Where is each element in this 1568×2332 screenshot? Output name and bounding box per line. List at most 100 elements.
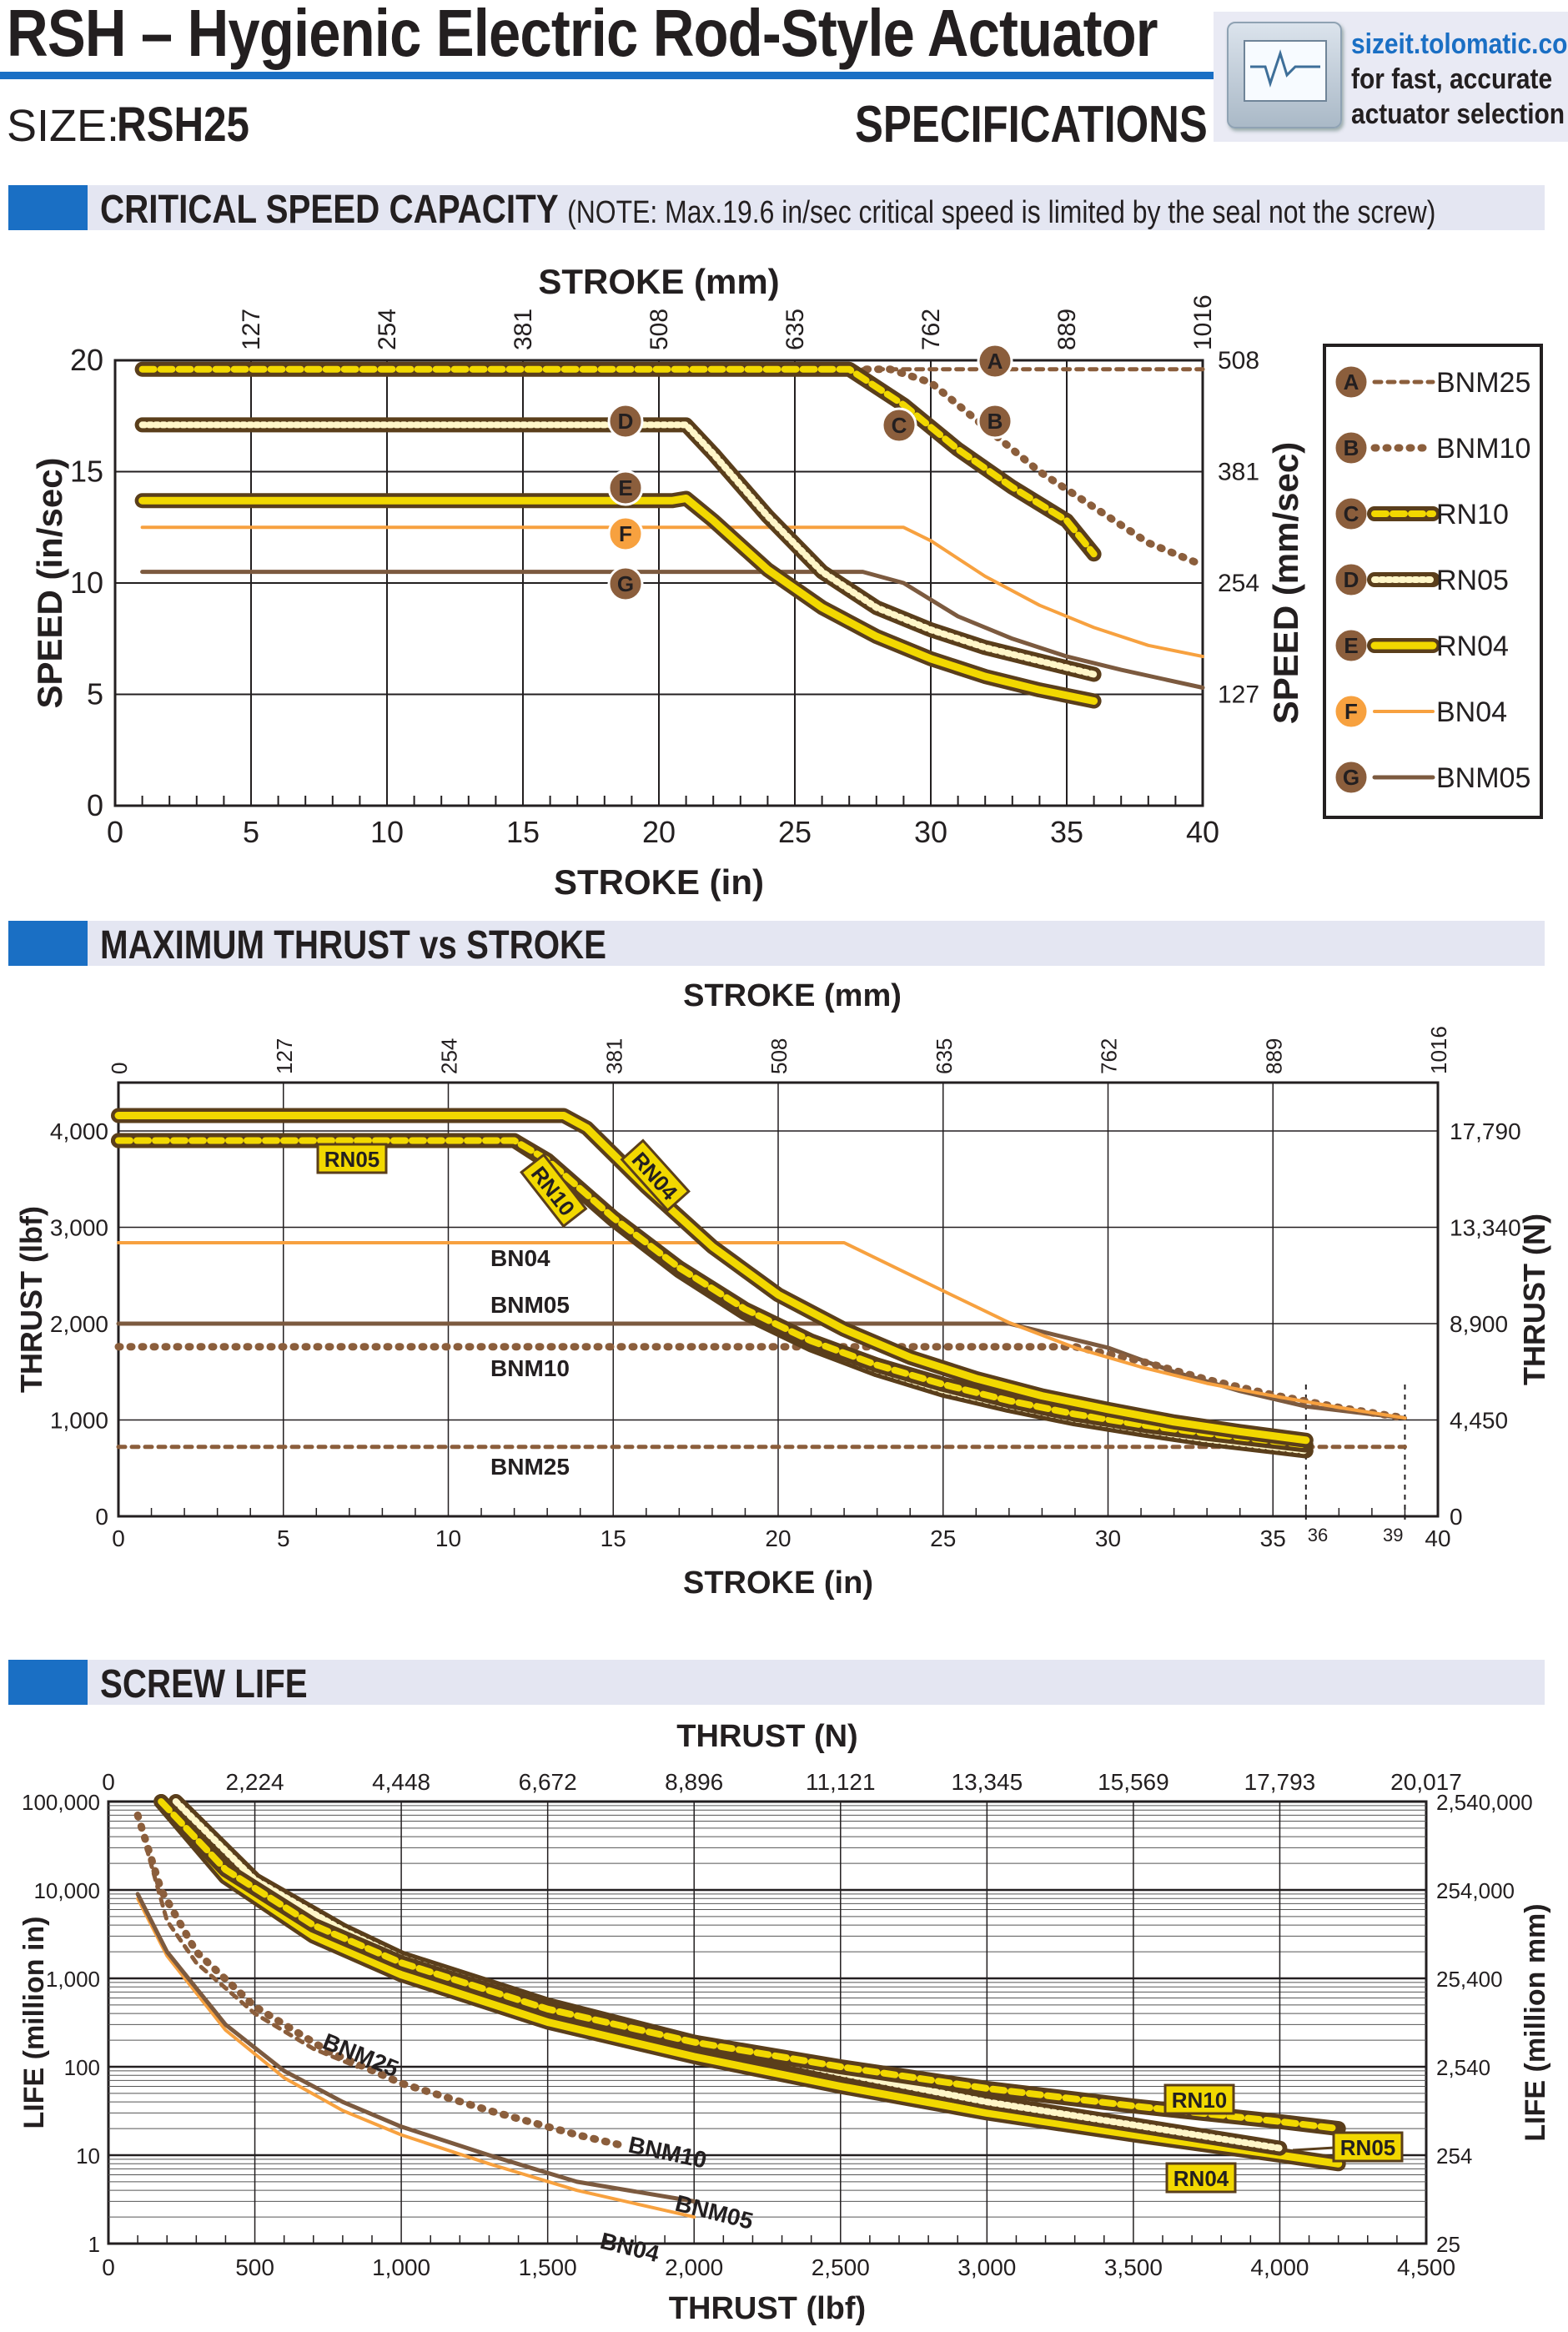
y2-tick-label: 127 [1218,681,1259,709]
y2-tick-label: 8,900 [1450,1311,1508,1337]
series-badge [977,403,1013,440]
title-rule [0,72,1214,79]
x2-tick-label: 889 [1053,309,1081,350]
y-tick-label: 3,000 [50,1215,108,1241]
series-badge-letter: A [1344,369,1359,395]
y2-axis-label: SPEED (mm/sec) [1266,442,1305,724]
x-tick-label: 4,000 [1250,2254,1309,2280]
x-tick-label: 1,000 [372,2254,430,2280]
y-tick-label: 100 [64,2055,100,2080]
x-tick-label: 0 [107,815,123,849]
x-tick-label: 5 [277,1525,290,1551]
y2-tick-label: 254 [1218,570,1259,597]
section-marker [8,1660,88,1705]
critical-speed-chart: 0 5 10 15 20 25 30 35 40 0 5 10 15 20 127 254 381 508 635 7… [30,262,1543,902]
series-badge-letter: B [1344,435,1359,460]
series-label: BNM10 [490,1355,570,1381]
series-badge-letter: E [618,475,632,500]
y-tick-label: 5 [87,677,103,711]
x2-tick-label: 4,448 [372,1769,430,1795]
x-axis-label: THRUST (lbf) [669,2291,866,2326]
series-badge-letter: G [617,571,634,596]
rn05-leader [1292,2146,1335,2152]
stroke-limit-label: 39 [1383,1525,1403,1545]
x2-tick-label: 11,121 [806,1769,876,1795]
x-tick-label: 3,500 [1104,2254,1163,2280]
section-critical-speed: CRITICAL SPEED CAPACITY (NOTE: Max.19.6 … [8,185,1545,232]
y-tick-label: 0 [87,788,103,822]
series-badge [881,407,917,444]
series-badge-letter: B [988,409,1003,434]
series-tag-label: RN04 [1173,2166,1229,2191]
x2-axis-label: STROKE (mm) [538,262,779,301]
series-badge-letter: F [1344,699,1358,724]
sizing-promo[interactable]: sizeit.tolomatic.com for fast, accurate … [1214,12,1568,142]
legend-label: RN04 [1436,631,1509,662]
series-tag-box [520,1153,588,1229]
section-title: SCREW LIFE [100,1662,308,1706]
x2-tick-label: 13,345 [952,1769,1023,1795]
page-title: RSH – Hygienic Electric Rod-Style Actuat… [7,0,1158,70]
series-badge [607,470,644,506]
series-badge [1333,430,1369,466]
x2-tick-label: 381 [601,1038,626,1074]
x2-tick-label: 0 [102,1769,115,1795]
series-tag: RN05 [316,1143,388,1174]
x2-tick-label: 2,224 [226,1769,284,1795]
series-badge-letter: A [988,349,1003,374]
specifications-label: SPECIFICATIONS [855,96,1208,153]
series-label: BNM05 [490,1292,570,1318]
x2-tick-label: 8,896 [665,1769,723,1795]
series-badge [1333,364,1369,400]
x2-tick-label: 508 [646,309,673,350]
promo-line-1: for fast, accurate [1351,63,1553,95]
y2-tick-label: 0 [1450,1504,1463,1530]
x2-tick-label: 15,569 [1098,1769,1169,1795]
y-tick-label: 1,000 [50,1408,108,1434]
stroke-limit-label: 36 [1308,1525,1328,1545]
series-line-bn04 [136,1897,696,2219]
x-tick-label: 20 [642,815,676,849]
x-tick-label: 15 [506,815,540,849]
series-line-bnm25 [144,1845,359,2069]
x2-tick-label: 762 [1097,1038,1122,1074]
x-tick-label: 35 [1050,815,1083,849]
series-line-bnm05 [140,570,1205,690]
section-marker [8,921,88,966]
promo-url-link[interactable]: sizeit.tolomatic.com [1351,28,1568,60]
section-note: (NOTE: Max.19.6 in/sec critical speed is… [567,195,1436,230]
x2-axis-label: STROKE (mm) [683,978,902,1013]
series-line-bn04 [140,525,1204,659]
x2-axis-label: THRUST (N) [676,1719,857,1754]
section-max-thrust: MAXIMUM THRUST vs STROKE [8,921,1545,967]
x2-tick-label: 508 [766,1038,792,1074]
series-tag: RN04 [1165,2162,1237,2194]
legend-label: RN10 [1436,499,1509,530]
x2-tick-label: 381 [510,309,537,350]
x-tick-label: 2,500 [812,2254,870,2280]
x-tick-label: 3,000 [957,2254,1016,2280]
size-label: SIZE: [7,101,120,151]
series-badge-letter: D [1344,567,1359,592]
y-tick-label: 10 [76,2144,100,2169]
series-label: BN04 [490,1245,550,1271]
series-line-bnm10 [133,1811,625,2149]
y2-tick-label: 25,400 [1436,1967,1503,1992]
y-tick-label: 4,000 [50,1118,108,1144]
y-tick-label: 2,000 [50,1311,108,1337]
legend-label: BNM25 [1436,367,1530,399]
size-value: RSH25 [117,98,249,152]
x-tick-label: 500 [235,2254,274,2280]
y-tick-label: 15 [70,455,103,489]
x-tick-label: 5 [243,815,259,849]
series-line-rn05-inner [138,421,1098,678]
y-tick-label: 10,000 [33,1878,100,1903]
series-badge-letter: E [1344,633,1358,658]
legend-label: RN05 [1436,565,1509,596]
y2-tick-label: 381 [1218,459,1259,486]
series-line-rn10-inner [115,1137,1309,1449]
series-line-bnm10 [138,365,1207,570]
x2-tick-label: 635 [781,309,809,350]
section-title: CRITICAL SPEED CAPACITY [100,188,558,232]
section-title: MAXIMUM THRUST vs STROKE [100,923,607,967]
